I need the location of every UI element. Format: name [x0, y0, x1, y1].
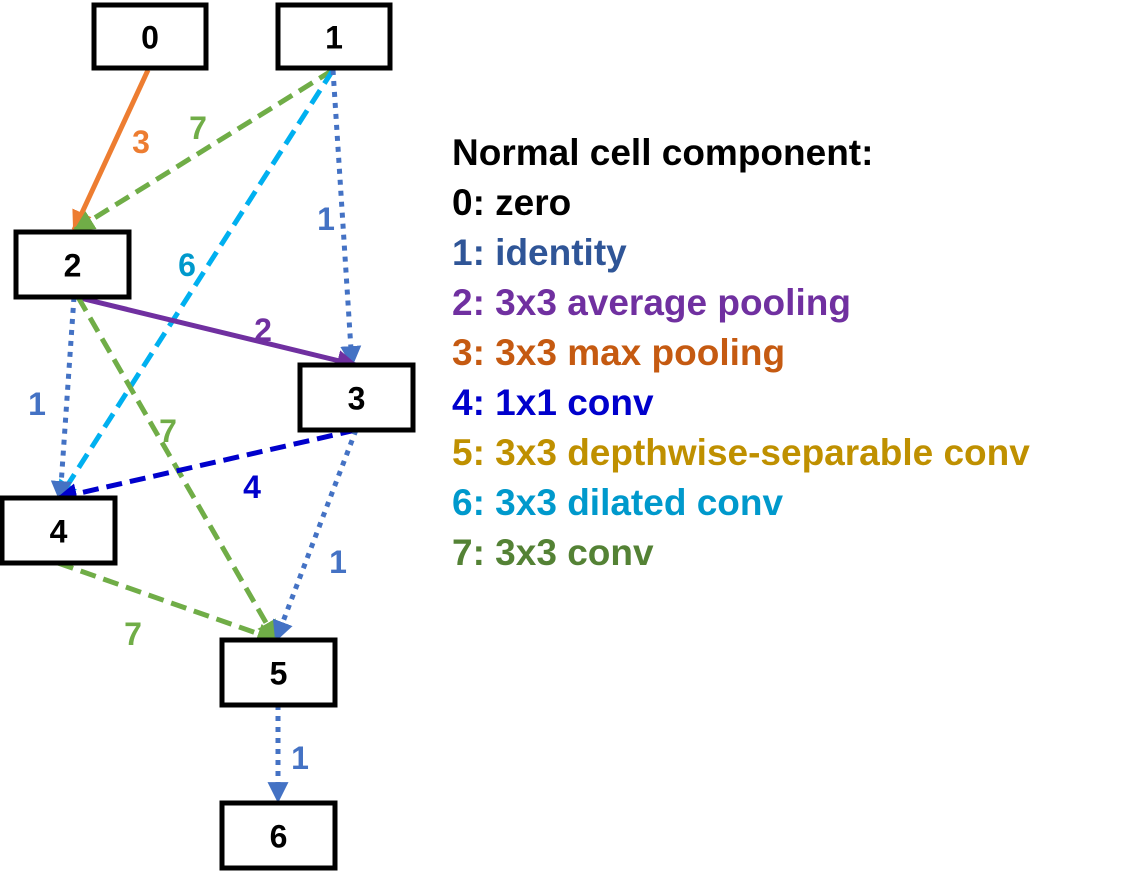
edge-label-0-to-2: 3 — [132, 124, 150, 160]
legend-item-zero: 0: zero — [452, 182, 572, 223]
edge-label-4-to-5: 7 — [124, 616, 142, 652]
legend-title: Normal cell component: — [452, 132, 874, 173]
edge-label-1-to-3: 1 — [317, 201, 335, 237]
node-box-3 — [297, 362, 416, 433]
node-label-6: 6 — [270, 819, 288, 855]
legend-item-identity: 1: identity — [452, 232, 627, 273]
node-box-2 — [13, 229, 132, 300]
node-3: 3 — [297, 362, 416, 433]
edge-label-2-to-4: 1 — [28, 386, 46, 422]
legend: Normal cell component: 0: zero 1: identi… — [452, 128, 1030, 578]
edge-2-to-3 — [75, 294, 359, 371]
node-box-1 — [275, 2, 393, 71]
nodes-layer: 0 1 2 3 4 5 6 — [0, 2, 416, 871]
edge-label-2-to-3: 2 — [254, 312, 272, 348]
node-label-4: 4 — [50, 514, 68, 550]
edge-1-to-2 — [73, 67, 335, 233]
legend-item-average-pooling: 2: 3x3 average pooling — [452, 282, 851, 323]
legend-item-depthwise-conv: 5: 3x3 depthwise-separable conv — [452, 432, 1030, 473]
edge-2-to-4 — [50, 296, 77, 503]
node-box-4 — [0, 495, 118, 566]
edges-layer — [50, 67, 362, 804]
edge-label-1-to-2: 7 — [189, 110, 207, 146]
node-label-2: 2 — [64, 248, 82, 284]
edge-labels-layer: 3 7 6 1 2 1 7 4 1 7 1 — [28, 110, 347, 776]
node-label-0: 0 — [141, 20, 159, 56]
edge-0-to-2 — [71, 68, 151, 232]
legend-item-1x1-conv: 4: 1x1 conv — [452, 382, 654, 423]
edge-4-to-5 — [57, 560, 278, 644]
node-label-1: 1 — [325, 20, 343, 56]
node-5: 5 — [219, 637, 338, 708]
edge-3-to-4 — [55, 427, 357, 505]
node-box-5 — [219, 637, 338, 708]
legend-item-dilated-conv: 6: 3x3 dilated conv — [452, 482, 784, 523]
node-box-6 — [219, 800, 338, 871]
edge-label-5-to-6: 1 — [291, 740, 309, 776]
node-6: 6 — [219, 800, 338, 871]
node-box-0 — [91, 2, 209, 71]
edge-label-2-to-5: 7 — [159, 413, 177, 449]
edge-label-3-to-5: 1 — [329, 544, 347, 580]
node-2: 2 — [13, 229, 132, 300]
node-label-5: 5 — [270, 656, 288, 692]
node-1: 1 — [275, 2, 393, 71]
edge-label-1-to-4: 6 — [178, 247, 196, 283]
legend-item-3x3-conv: 7: 3x3 conv — [452, 532, 654, 573]
node-label-3: 3 — [348, 381, 366, 417]
edge-label-3-to-4: 4 — [243, 469, 261, 505]
edge-1-to-3 — [330, 69, 362, 368]
edge-3-to-5 — [272, 429, 359, 642]
node-4: 4 — [0, 495, 118, 566]
edge-1-to-4 — [55, 68, 336, 502]
node-0: 0 — [91, 2, 209, 71]
legend-item-max-pooling: 3: 3x3 max pooling — [452, 332, 786, 373]
